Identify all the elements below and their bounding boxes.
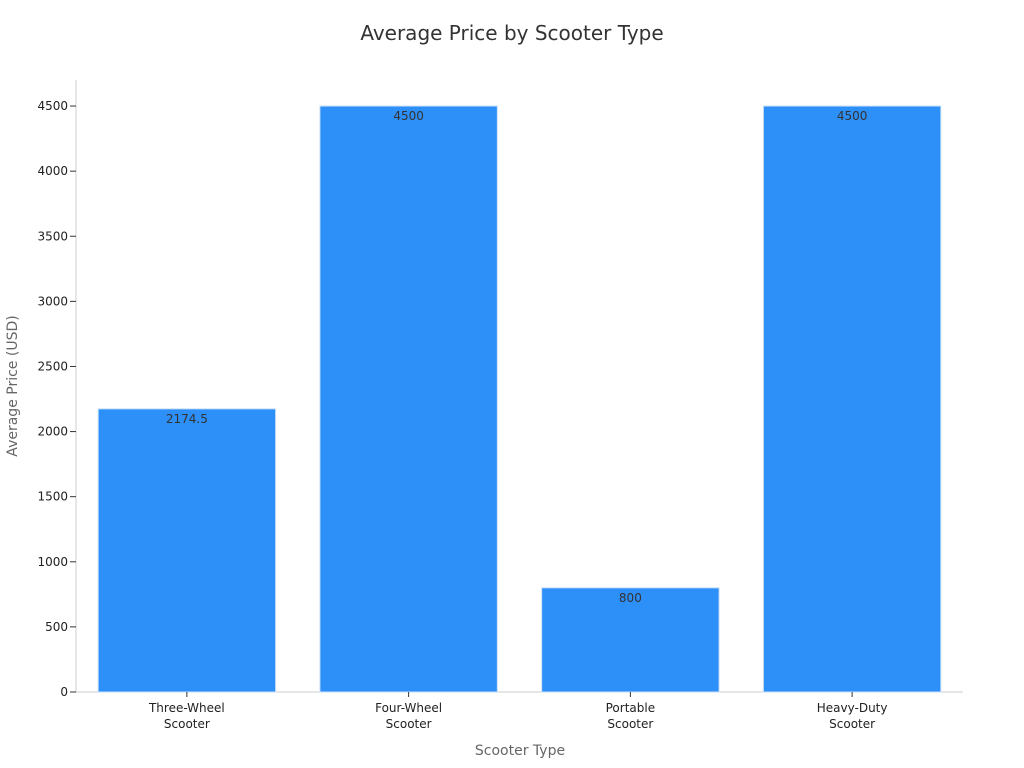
x-axis-title: Scooter Type <box>475 743 565 759</box>
bar <box>541 587 720 693</box>
x-tick-label: Scooter <box>607 717 653 731</box>
chart-title: Average Price by Scooter Type <box>360 21 663 45</box>
bar-data-label: 4500 <box>393 109 424 123</box>
x-tick-label: Scooter <box>164 717 210 731</box>
y-tick-label: 1000 <box>37 555 68 569</box>
y-tick-label: 3500 <box>37 229 68 243</box>
y-tick-label: 2000 <box>37 425 68 439</box>
plot-area: 0 500 1000 1500 2000 2500 3000 3500 4000 4500 2174… <box>37 80 963 731</box>
x-tick-label: Heavy-Duty <box>817 701 888 715</box>
x-tick-label: Portable <box>606 701 655 715</box>
y-tick-label: 3000 <box>37 294 68 308</box>
x-tick-label: Four-Wheel <box>375 701 442 715</box>
bar <box>97 408 277 693</box>
y-tick-label: 4500 <box>37 99 68 113</box>
bar-data-label: 2174.5 <box>166 412 208 426</box>
x-tick-label: Three-Wheel <box>148 701 225 715</box>
x-tick-label: Scooter <box>386 717 432 731</box>
bar-data-label: 4500 <box>837 109 868 123</box>
y-tick-label: 0 <box>60 685 68 699</box>
y-tick-label: 500 <box>45 620 68 634</box>
bar-data-label: 800 <box>619 591 642 605</box>
x-tick-label: Scooter <box>829 717 875 731</box>
bar <box>762 105 942 693</box>
y-tick-label: 4000 <box>37 164 68 178</box>
y-axis-title: Average Price (USD) <box>5 315 21 456</box>
y-tick-label: 1500 <box>37 490 68 504</box>
bar <box>319 105 498 693</box>
y-tick-label: 2500 <box>37 359 68 373</box>
